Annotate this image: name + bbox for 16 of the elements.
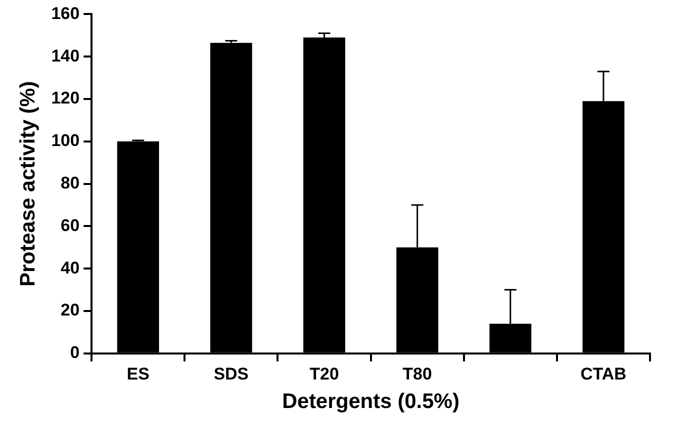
- y-tick-label: 80: [60, 173, 80, 192]
- y-tick-label: 0: [70, 343, 80, 362]
- x-tick-label: CTAB: [580, 364, 626, 384]
- x-tick-label: T20: [310, 364, 339, 384]
- y-tick-label: 60: [60, 216, 80, 235]
- y-tick-label: 40: [60, 258, 80, 278]
- x-tick-label: T80: [402, 364, 432, 384]
- x-tick-label: ES: [126, 364, 150, 384]
- y-tick-label: 160: [51, 4, 80, 23]
- y-tick-label: 140: [51, 46, 80, 66]
- x-tick-label: SDS: [214, 364, 249, 384]
- x-axis-title: Detergents (0.5%): [282, 390, 460, 414]
- y-axis-title: Protease activity (%): [16, 81, 40, 287]
- y-tick-label: 120: [51, 88, 80, 108]
- y-tick-label: 20: [60, 300, 80, 320]
- y-tick-label: 100: [51, 131, 80, 150]
